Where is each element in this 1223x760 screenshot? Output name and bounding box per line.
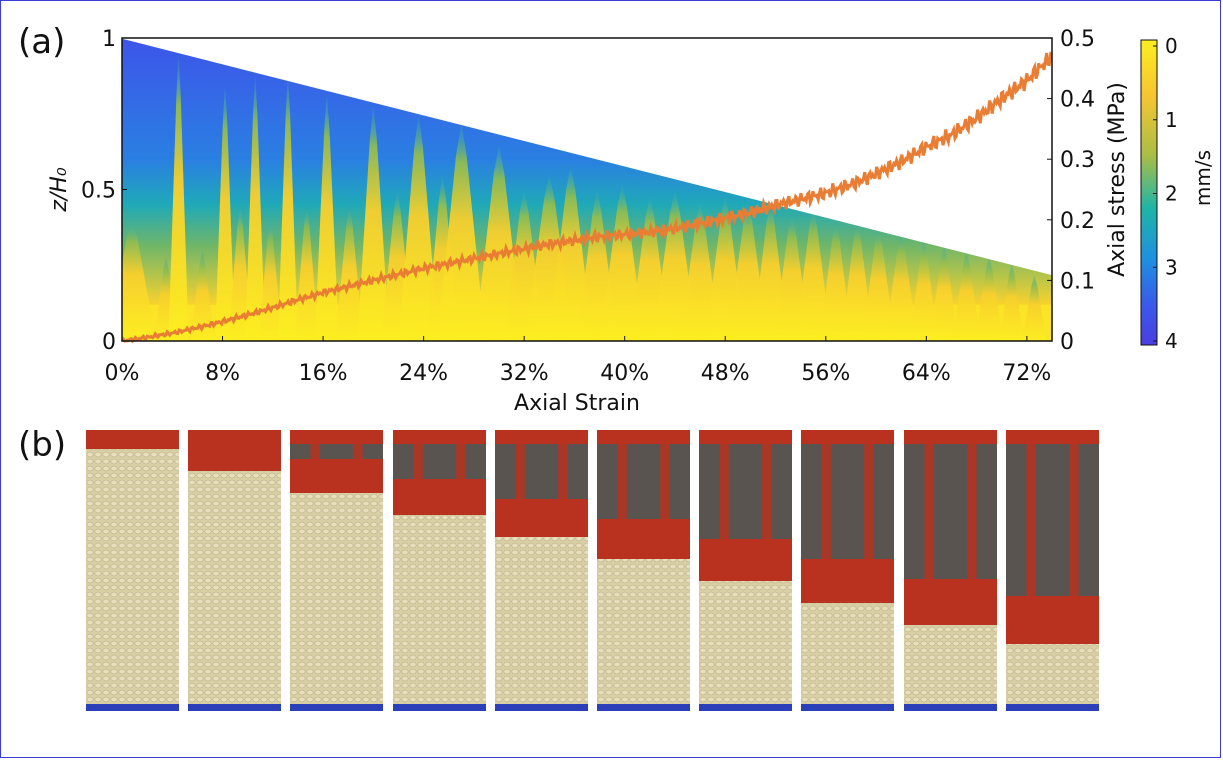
column-photo [801, 430, 894, 711]
piston-cap [290, 430, 383, 444]
column-photo-svg [188, 430, 281, 711]
column-photo [393, 430, 486, 711]
column-base [1006, 704, 1099, 711]
grain-texture [597, 559, 690, 704]
column-photo-svg [699, 430, 792, 711]
column-photo-svg [1006, 430, 1099, 711]
column-photo [904, 430, 997, 711]
x-tick-label: 40% [600, 361, 649, 386]
grain-texture [393, 515, 486, 704]
colorbar-gradient [1141, 40, 1157, 345]
column-base [904, 704, 997, 711]
grain-texture [86, 449, 179, 704]
column-base [801, 704, 894, 711]
piston-cap [1006, 430, 1099, 444]
y-right-tick-label: 0.3 [1060, 148, 1095, 173]
grain-texture [188, 471, 281, 704]
piston-cap [393, 430, 486, 444]
grain-texture [290, 493, 383, 704]
x-tick-label: 24% [399, 361, 448, 386]
piston-head [904, 579, 997, 625]
piston-cap [801, 430, 894, 444]
y-right-axis-label: Axial stress (MPa) [1105, 82, 1130, 277]
panel-b-label: (b) [18, 425, 66, 465]
column-photo-svg [290, 430, 383, 711]
y-right-tick-label: 0.1 [1060, 269, 1095, 294]
x-tick-label: 64% [902, 361, 951, 386]
x-tick-label: 0% [105, 361, 140, 386]
y-right-tick-label: 0.4 [1060, 88, 1095, 113]
y-right-tick-label: 0.5 [1060, 27, 1095, 52]
piston-head [393, 479, 486, 515]
piston-head [495, 499, 588, 537]
y-right-tick-label: 0 [1060, 330, 1074, 355]
grain-texture [1006, 644, 1099, 704]
x-tick-label: 32% [500, 361, 549, 386]
x-tick-label: 72% [1002, 361, 1051, 386]
heatmap-area [108, 38, 1052, 341]
colorbar-tick-label: 3 [1165, 255, 1178, 279]
x-tick-label: 48% [701, 361, 750, 386]
colorbar-tick-label: 2 [1165, 182, 1178, 206]
colorbar-tick-label: 0 [1165, 34, 1178, 58]
piston-cap [597, 430, 690, 444]
y-right-tick-label: 0.2 [1060, 209, 1095, 234]
x-tick-label: 8% [205, 361, 240, 386]
column-photo [597, 430, 690, 711]
column-base [393, 704, 486, 711]
colorbar-label: mm/s [1191, 150, 1215, 206]
column-photo [699, 430, 792, 711]
column-photo-svg [904, 430, 997, 711]
piston-cap [904, 430, 997, 444]
piston-head [699, 539, 792, 581]
column-photo [290, 430, 383, 711]
column-base [699, 704, 792, 711]
column-photo [1006, 430, 1099, 711]
grain-texture [801, 603, 894, 704]
column-photo [86, 430, 179, 711]
x-tick-label: 16% [299, 361, 348, 386]
column-base [597, 704, 690, 711]
grain-texture [699, 581, 792, 704]
chart-svg: 0% 8% 16% 24% 32% 40% 48% 56% 64% 72% 0 0.5 1 0 0.1 0.2… [0, 0, 1223, 420]
piston-head [1006, 596, 1099, 644]
column-photo-svg [597, 430, 690, 711]
heatmap-clip-group [108, 38, 1052, 341]
piston-cap [495, 430, 588, 444]
piston-head [597, 519, 690, 559]
grain-texture [495, 537, 588, 704]
colorbar: 0 1 2 3 4 mm/s [1141, 34, 1215, 353]
column-base [188, 704, 281, 711]
y-left-tick-label: 0 [102, 330, 116, 355]
photo-sequence [86, 430, 1102, 711]
x-tick-label: 56% [801, 361, 850, 386]
column-photo-svg [495, 430, 588, 711]
column-photo-svg [801, 430, 894, 711]
grain-texture [904, 625, 997, 704]
colorbar-tick-label: 1 [1165, 108, 1178, 132]
piston-head [290, 459, 383, 493]
piston-cap [699, 430, 792, 444]
column-base [86, 704, 179, 711]
y-left-axis-label: z/H₀ [47, 167, 72, 213]
y-left-tick-label: 1 [102, 27, 116, 52]
column-photo [188, 430, 281, 711]
piston-head [801, 559, 894, 603]
y-left-tick-label: 0.5 [81, 179, 116, 204]
column-photo-svg [86, 430, 179, 711]
column-photo [495, 430, 588, 711]
colorbar-tick-label: 4 [1165, 329, 1178, 353]
column-photo-svg [393, 430, 486, 711]
x-axis-label: Axial Strain [514, 391, 640, 416]
piston-head [188, 439, 281, 471]
column-base [495, 704, 588, 711]
column-base [290, 704, 383, 711]
